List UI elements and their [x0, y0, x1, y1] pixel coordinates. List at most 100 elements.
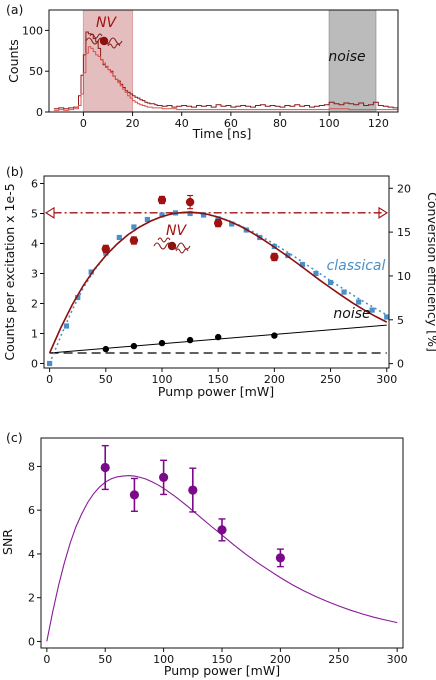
panel-a-shaded-region-noise	[328, 9, 377, 113]
panel-b-noise-point	[102, 345, 110, 353]
panel-b-nv-point	[270, 252, 279, 262]
panel-b-classical-point	[63, 323, 70, 329]
panel-c-x-tick-label: 250	[328, 653, 349, 666]
panel-c-snr-point	[188, 485, 198, 495]
panel-b-x-tick-label: 0	[46, 373, 53, 386]
panel-c-x-tick-label: 200	[270, 653, 291, 666]
panel-b-nv-point	[213, 218, 223, 228]
panel-c-snr-point	[217, 525, 227, 535]
panel-a-y-tick-label: 100	[22, 24, 43, 37]
panel-b-classical-fit	[48, 211, 388, 364]
panel-c-x-tick-label: 0	[43, 653, 50, 666]
panel-b-noise-point	[130, 342, 138, 350]
panel-b-classical-point	[187, 210, 193, 217]
panel-b-classical-point	[215, 216, 221, 222]
panel-a-shaded-region-NV	[82, 9, 134, 113]
panel-b-y-tick-label: 0	[31, 358, 38, 371]
panel-b-label: (b)	[6, 164, 24, 179]
panel-b-x-tick-label: 50	[99, 373, 113, 386]
panel-b-x-tick-label: 200	[264, 373, 285, 386]
panel-a-noise-annotation: noise	[328, 49, 365, 65]
panel-b-right-y-tick-label: 20	[397, 182, 411, 195]
panel-c-y-tick-label: 6	[28, 504, 35, 517]
panel-b-nv-point	[101, 244, 111, 254]
panel-b-x-tick-label: 300	[376, 373, 397, 386]
panel-a-x-tick-label: 20	[126, 117, 140, 130]
panel-b-classical-point	[369, 307, 375, 313]
panel-a-x-axis-label: Time [ns]	[192, 126, 252, 141]
panel-c-y-tick-label: 2	[28, 592, 35, 605]
panel-b-classical-point	[144, 216, 150, 223]
panel-b-right-y-tick-label: 10	[397, 270, 411, 283]
panel-c-y-tick-label: 0	[28, 635, 35, 648]
panel-b-y-tick-label: 6	[31, 178, 38, 191]
panel-c-y-axis-label: SNR	[0, 529, 15, 555]
panel-c-x-axis-label: Pump power [mW]	[164, 663, 280, 678]
panel-b-y-tick-label: 3	[31, 268, 38, 281]
panel-b-right-y-tick-label: 5	[397, 314, 404, 327]
panel-a: (a) 0 20 40 60 80 100 120 0 50 100 Time [ns] Cou…	[6, 2, 399, 141]
panel-b-x-tick-label: 150	[208, 373, 229, 386]
panel-b-nv-point	[157, 195, 167, 205]
panel-a-x-tick-label: 80	[273, 117, 287, 130]
panel-a-label: (a)	[6, 2, 23, 17]
panel-b-right-y-axis-label: Conversion efficiency [%]	[425, 192, 436, 352]
panel-c-snr-point	[100, 462, 110, 473]
panel-b-noise-point	[186, 336, 194, 344]
panel-b-y-tick-label: 2	[31, 298, 38, 311]
panel-a-x-tick-label: 60	[224, 117, 238, 130]
panel-c-x-tick-label: 150	[212, 653, 233, 666]
panel-b-classical-point	[200, 212, 207, 218]
panel-b-nv-annotation: NV	[166, 223, 187, 239]
panel-b-nv-point	[185, 197, 195, 207]
panel-b-noise-point	[214, 333, 222, 341]
panel-c-snr-point	[129, 490, 140, 500]
panel-b-classical-point	[299, 261, 306, 268]
panel-b-x-tick-label: 100	[151, 373, 172, 386]
panel-b-right-arrow-marker	[378, 206, 389, 219]
panel-a-y-tick-label: 50	[29, 65, 43, 78]
panel-b-x-tick-label: 250	[320, 373, 341, 386]
panel-c-x-tick-label: 300	[387, 653, 408, 666]
panel-b-classical-point	[131, 224, 137, 230]
panel-b-x-axis-label: Pump power [mW]	[158, 384, 274, 399]
panel-c-x-tick-label: 50	[98, 653, 112, 666]
panel-a-x-tick-label: 40	[175, 117, 189, 130]
panel-a-y-tick-label: 0	[36, 106, 43, 119]
panel-c-axes-frame	[40, 437, 404, 649]
panel-b-classical-point	[103, 250, 109, 256]
panel-b-y-axis-label: Counts per excitation x 1e-5	[2, 183, 17, 360]
panel-c-label: (c)	[6, 430, 23, 445]
panel-b-classical-point	[229, 221, 235, 227]
panel-b-classical-point	[313, 270, 319, 277]
panel-b-noise-point	[271, 332, 278, 339]
panel-c: (c) 0 50 100 150 200 250 300 0 2 4 6 8 Pump power …	[0, 430, 408, 678]
panel-c-y-tick-label: 8	[28, 460, 35, 473]
panel-b-y-tick-label: 1	[31, 328, 38, 341]
panel-b-nv-point	[129, 236, 139, 245]
panel-b-classical-point	[356, 299, 362, 305]
panel-a-x-tick-label: 100	[319, 117, 340, 130]
panel-c-y-tick-label: 4	[28, 548, 35, 561]
panel-b-classical-point	[88, 269, 94, 275]
panel-b-nv-fit	[48, 211, 388, 354]
panel-b-right-y-tick-label: 15	[397, 226, 411, 239]
panel-b-classical-annotation: classical	[327, 258, 386, 274]
panel-a-x-tick-label: 120	[368, 117, 389, 130]
panel-b-nv-wavepacket-icon	[153, 237, 191, 254]
panel-a-nv-wavepacket-icon	[85, 33, 123, 49]
panel-b-noise-point	[158, 339, 166, 347]
panel-c-snr-point	[159, 472, 169, 482]
panel-b-classical-point	[159, 212, 165, 218]
panel-b-left-arrow-marker	[44, 206, 55, 219]
panel-b-axes-frame	[43, 175, 390, 369]
panel-a-nv-annotation: NV	[96, 15, 117, 31]
panel-b-y-tick-label: 5	[31, 208, 38, 221]
panel-c-x-tick-label: 100	[153, 653, 174, 666]
panel-b-classical-point	[116, 234, 122, 241]
panel-a-axes-frame	[48, 9, 399, 113]
panel-b-y-tick-label: 4	[31, 238, 38, 251]
panel-a-histogram-series-1	[53, 46, 398, 111]
